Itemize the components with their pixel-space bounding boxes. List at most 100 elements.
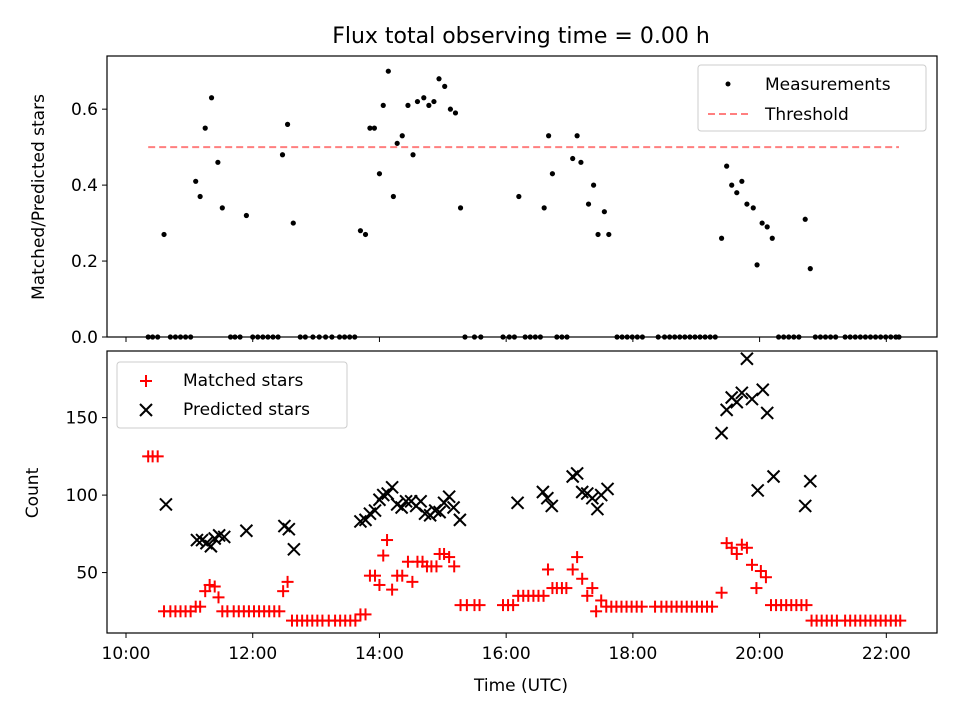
measurement-point xyxy=(161,231,167,238)
predicted-star-point xyxy=(190,533,204,547)
count-legend: Matched stars Predicted stars xyxy=(116,361,348,429)
measurement-point xyxy=(574,133,580,139)
matched-star-point xyxy=(571,551,584,564)
predicted-star-point-b xyxy=(545,499,559,513)
matched-star-point xyxy=(212,591,225,604)
measurement-point xyxy=(739,178,745,184)
measurement-point xyxy=(718,235,725,241)
predicted-star-point-b xyxy=(766,469,781,484)
measurement-point xyxy=(744,201,750,207)
matched-star-point xyxy=(203,578,216,591)
measurement-point xyxy=(807,266,813,272)
predicted-star-point xyxy=(239,524,254,538)
matched-star-point xyxy=(396,569,409,582)
matched-star-point xyxy=(590,605,603,618)
count-x-tick-label: 12:00 xyxy=(228,644,277,664)
predicted-star-point-b xyxy=(590,502,605,516)
predicted-star-point-b xyxy=(803,474,817,488)
ratio-y-tick-label: 0.2 xyxy=(71,252,98,272)
predicted-star-point-b xyxy=(798,499,812,513)
measurement-point xyxy=(431,98,437,105)
predicted-star-point-b xyxy=(740,352,754,366)
predicted-star-point-b xyxy=(287,542,301,557)
predicted-star-point-b xyxy=(540,491,555,505)
measurement-point xyxy=(729,182,735,188)
measurement-point xyxy=(414,98,421,105)
matched-star-point xyxy=(566,563,579,576)
matched-star-point xyxy=(706,600,719,613)
measurement-point xyxy=(421,95,427,101)
count-x-axis-label: Time (UTC) xyxy=(473,676,568,696)
figure-title: Flux total observing time = 0.00 h xyxy=(332,24,710,49)
measurement-point xyxy=(197,193,203,200)
predicted-star-point xyxy=(432,505,447,519)
matched-star-point xyxy=(369,569,382,582)
matched-star-point xyxy=(448,560,461,573)
ratio-panel: 0.0 0.2 0.4 0.6 Matched/Predicted stars Mea… xyxy=(29,55,938,348)
matched-star-point xyxy=(194,600,207,613)
ratio-y-axis: 0.0 0.2 0.4 0.6 xyxy=(71,100,107,348)
measurement-point xyxy=(457,205,464,211)
predicted-star-point-b xyxy=(394,500,409,515)
predicted-star-point xyxy=(545,499,559,513)
matched-legend-label: Matched stars xyxy=(183,371,303,391)
predicted-star-point-b xyxy=(735,386,749,400)
measurement-point xyxy=(215,159,221,165)
matched-star-point xyxy=(750,582,763,595)
predicted-star-point xyxy=(798,499,812,513)
matched-star-point xyxy=(759,571,772,584)
matched-star-point xyxy=(430,560,443,573)
measurement-point xyxy=(546,133,552,139)
measurement-point xyxy=(290,220,296,226)
matched-star-point xyxy=(635,600,648,613)
measurement-point xyxy=(759,220,765,226)
measurement-point xyxy=(541,205,547,211)
measurement-point xyxy=(390,193,396,200)
matched-star-point xyxy=(586,582,599,595)
predicted-star-point-b xyxy=(239,524,254,538)
matched-star-point xyxy=(800,599,813,612)
count-x-tick-label: 14:00 xyxy=(355,644,404,664)
predicted-star-point xyxy=(600,482,615,496)
predicted-star-point-b xyxy=(368,503,382,518)
matched-star-point xyxy=(199,585,212,598)
predicted-star-point xyxy=(803,474,817,488)
predicted-star-point-b xyxy=(714,426,729,440)
predicted-star-point xyxy=(570,466,584,481)
predicted-star-point-b xyxy=(399,494,413,509)
predicted-star-point-b xyxy=(536,485,550,499)
measurement-point xyxy=(394,140,400,146)
predicted-star-point xyxy=(282,522,296,536)
predicted-star-point xyxy=(204,539,218,553)
matched-star-point xyxy=(373,578,386,591)
predicted-star-point xyxy=(760,406,774,420)
count-x-tick-label: 20:00 xyxy=(735,644,784,664)
count-y-axis-label: Count xyxy=(23,467,43,518)
count-x-tick-label: 16:00 xyxy=(482,644,531,664)
matched-star-point xyxy=(208,580,221,593)
predicted-star-point-b xyxy=(570,466,584,481)
count-y-tick-label: 50 xyxy=(76,564,98,584)
measurement-point xyxy=(426,102,432,108)
measurement-point xyxy=(367,125,373,131)
measurement-point xyxy=(436,76,442,82)
measurement-point xyxy=(578,159,584,165)
predicted-star-point-b xyxy=(750,483,765,498)
matched-star-point xyxy=(277,585,290,598)
matched-star-point xyxy=(715,586,728,599)
ratio-y-tick-label: 0.4 xyxy=(71,176,98,196)
predicted-star-point-b xyxy=(442,489,456,504)
predicted-star-point xyxy=(394,500,409,515)
predicted-star-point-b xyxy=(575,485,589,499)
predicted-star-point xyxy=(766,469,781,484)
measurement-point xyxy=(219,205,225,211)
measurement-point xyxy=(750,205,756,211)
predicted-star-point xyxy=(287,542,301,557)
count-y-axis: 50 100 150 xyxy=(66,409,107,584)
measurement-point xyxy=(202,125,208,131)
count-x-tick-label: 22:00 xyxy=(862,644,911,664)
ratio-y-axis-label: Matched/Predicted stars xyxy=(29,94,49,300)
predicted-star-point-b xyxy=(585,491,600,505)
predicted-star-point xyxy=(740,352,754,366)
predicted-star-point xyxy=(159,497,173,512)
